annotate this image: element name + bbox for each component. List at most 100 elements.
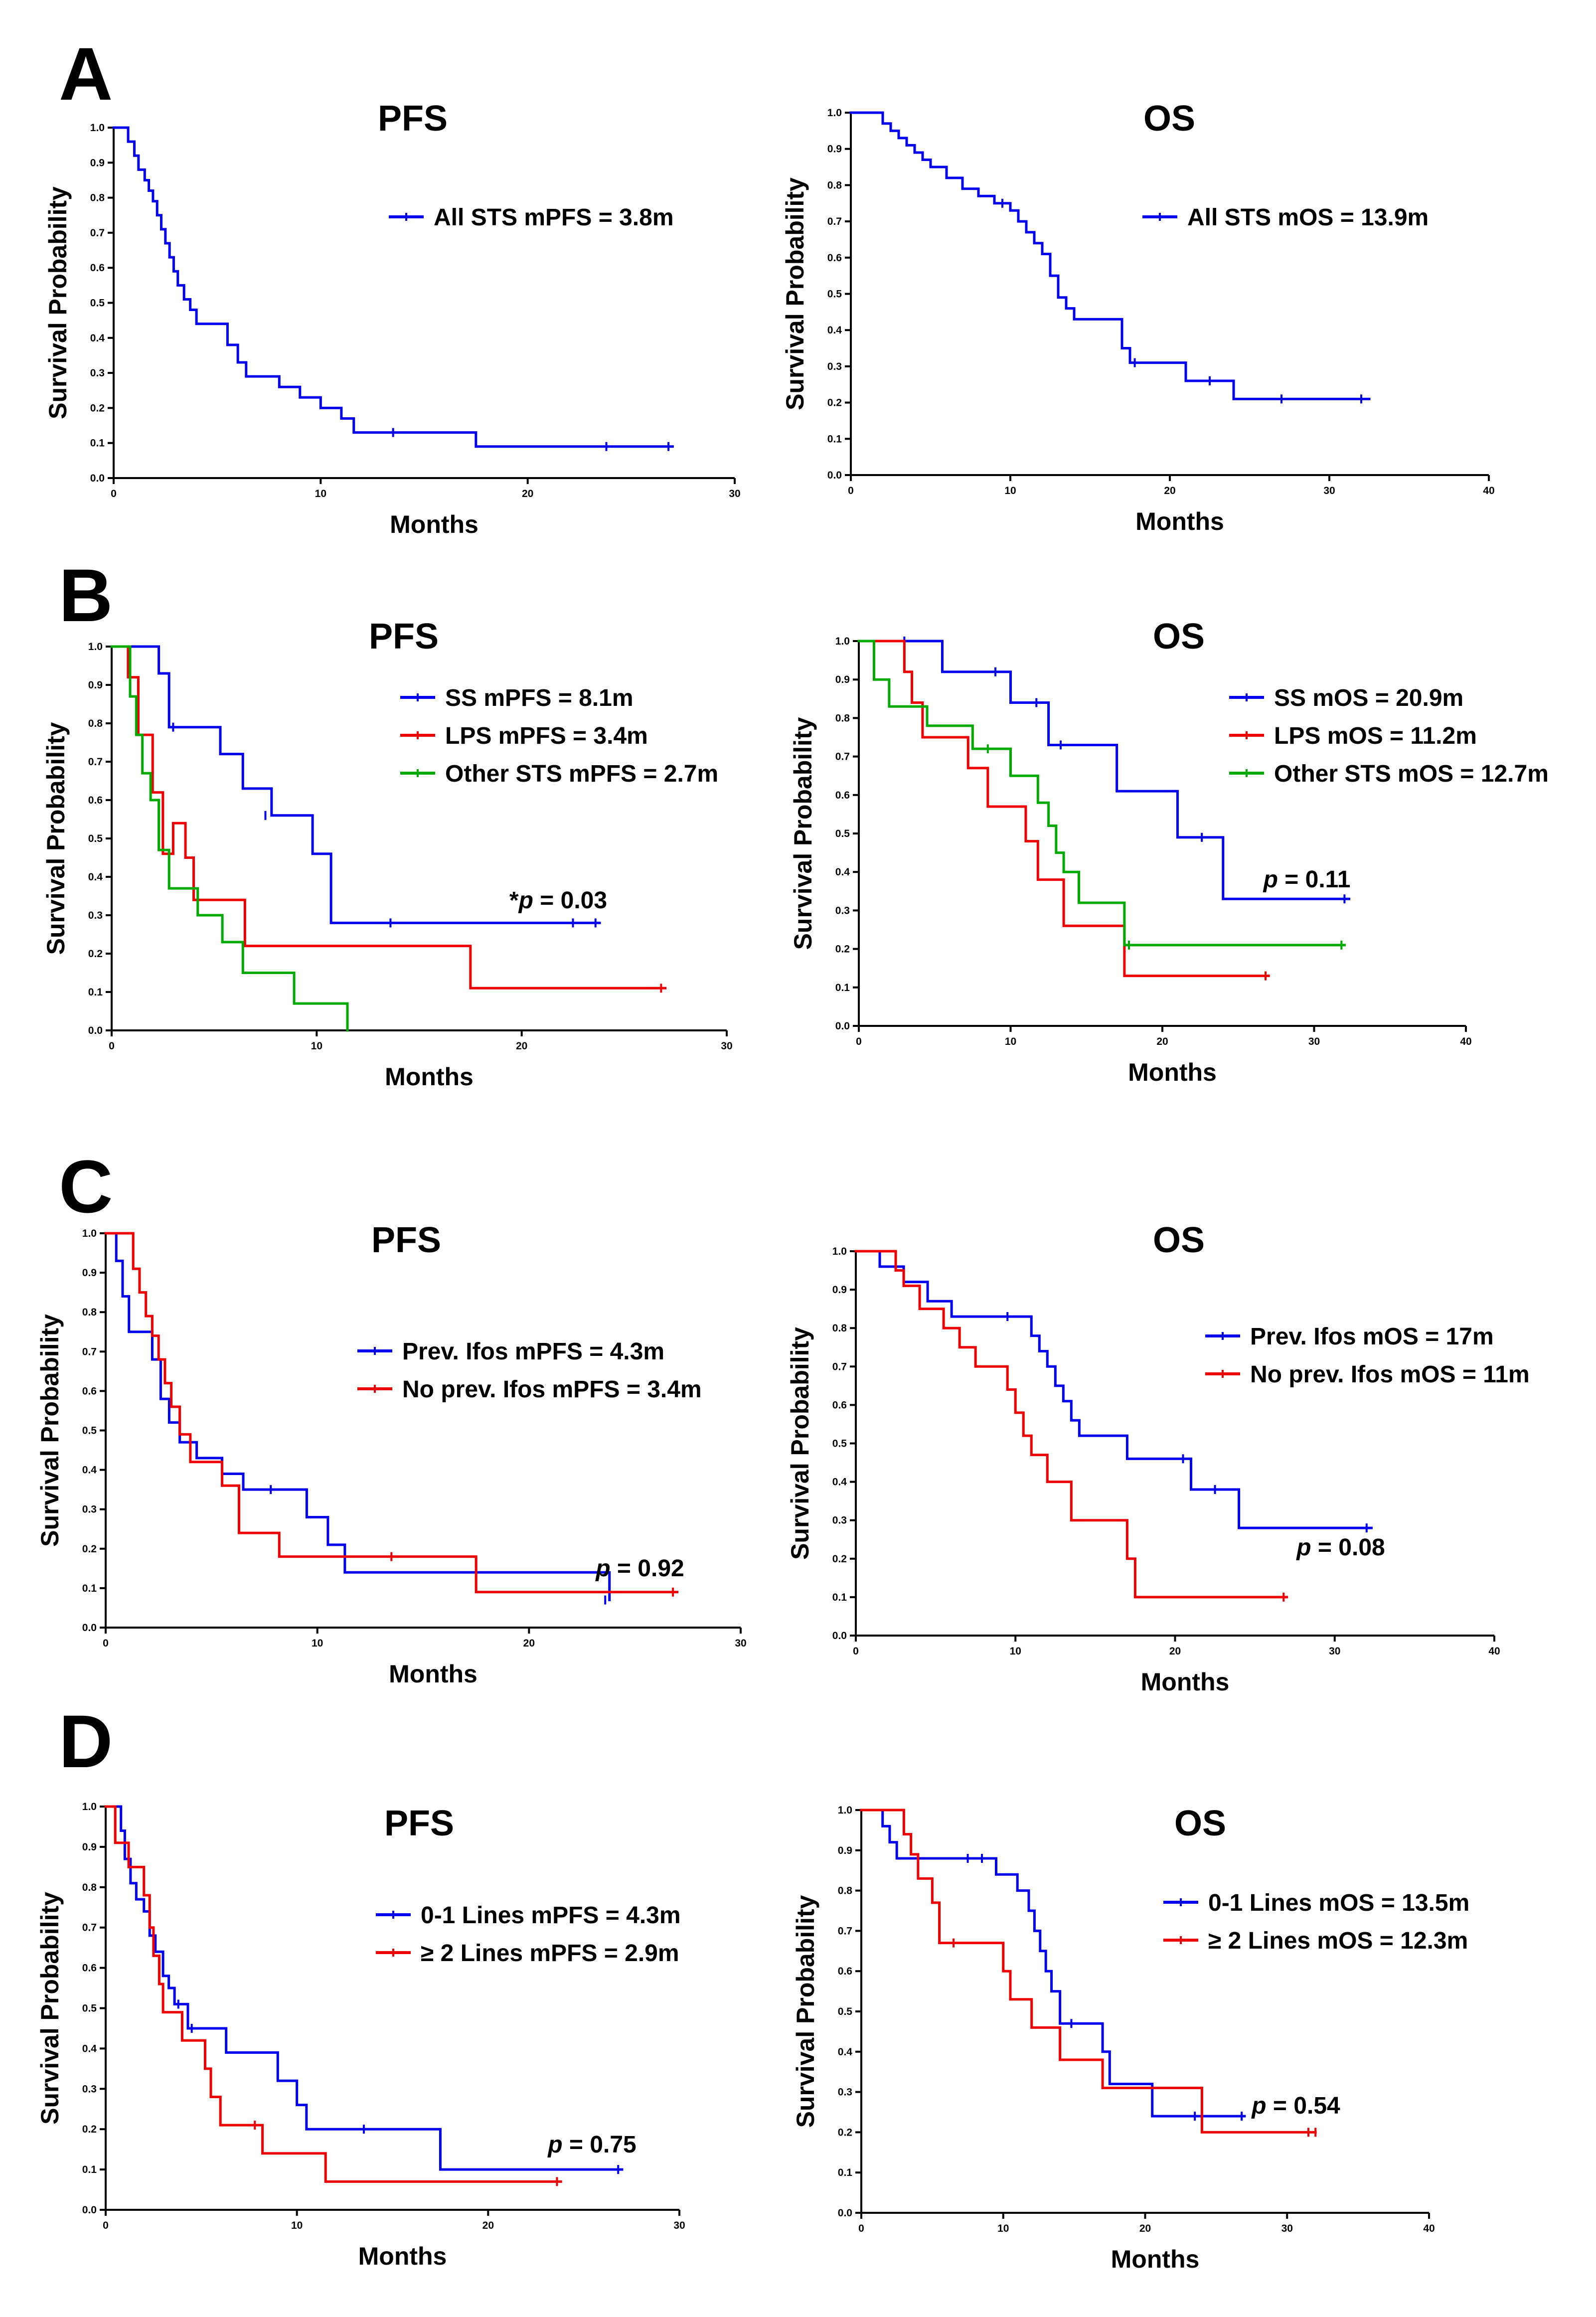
km-curve-series-1 <box>860 1809 1246 2118</box>
plot-title: OS <box>1153 1220 1205 1260</box>
legend-label: LPS mPFS = 3.4m <box>445 723 648 749</box>
legend-label: Other STS mPFS = 2.7m <box>445 761 718 787</box>
km-curve-series-1 <box>104 1805 624 2171</box>
p-value-label: p = 0.92 <box>595 1555 684 1582</box>
y-tick-label: 0.7 <box>82 1346 97 1357</box>
y-axis-label: Survival Probability <box>42 722 70 955</box>
y-tick-label: 0.0 <box>88 1025 103 1036</box>
y-tick-label: 0.8 <box>82 1882 97 1893</box>
legend-label: LPS mOS = 11.2m <box>1274 723 1477 749</box>
y-tick-label: 0.1 <box>88 987 103 998</box>
y-tick-label: 0.3 <box>90 367 105 379</box>
y-tick-label: 0.9 <box>82 1841 97 1853</box>
legend-label: Prev. Ifos mPFS = 4.3m <box>402 1338 664 1365</box>
plot-title: OS <box>1153 617 1205 657</box>
x-tick-label: 10 <box>315 488 326 499</box>
legend-label: 0-1 Lines mOS = 13.5m <box>1208 1890 1469 1916</box>
km-curve-series-1 <box>849 111 1371 400</box>
y-tick-label: 1.0 <box>827 107 842 119</box>
y-tick-label: 0.2 <box>835 944 850 955</box>
y-axis-label: Survival Probability <box>789 717 817 950</box>
panel-letter-b: B <box>59 553 113 637</box>
y-tick-label: 0.0 <box>838 2207 852 2219</box>
y-tick-label: 1.0 <box>82 1801 97 1813</box>
x-tick-label: 20 <box>522 488 533 499</box>
y-tick-label: 0.3 <box>82 1504 97 1515</box>
x-tick-label: 20 <box>482 2220 494 2231</box>
y-tick-label: 0.7 <box>835 751 850 763</box>
panel-letter-c: C <box>59 1145 113 1228</box>
y-tick-label: 0.0 <box>82 2204 97 2216</box>
panel-letter-a: A <box>59 32 113 116</box>
y-axis-label: Survival Probability <box>44 186 72 419</box>
x-tick-label: 30 <box>1329 1646 1340 1657</box>
plot-title: OS <box>1143 99 1195 139</box>
x-axis-label: Months <box>1135 507 1224 535</box>
x-tick-label: 20 <box>1169 1646 1181 1657</box>
km-curve-series-1 <box>857 640 1351 900</box>
y-tick-label: 0.4 <box>90 332 105 344</box>
y-tick-label: 0.4 <box>835 866 850 878</box>
y-tick-label: 1.0 <box>82 1228 97 1239</box>
y-tick-label: 0.2 <box>838 2127 852 2138</box>
km-curve-series-1 <box>110 645 601 924</box>
y-tick-label: 0.4 <box>838 2046 853 2058</box>
x-tick-label: 10 <box>311 1040 322 1052</box>
y-tick-label: 0.1 <box>838 2167 853 2178</box>
legend-label: Other STS mOS = 12.7m <box>1274 761 1549 787</box>
x-tick-label: 40 <box>1460 1036 1471 1047</box>
y-tick-label: 0.0 <box>90 473 105 484</box>
x-tick-label: 10 <box>291 2220 303 2231</box>
y-axis-label: Survival Probability <box>36 1314 64 1547</box>
y-tick-label: 0.5 <box>88 833 103 844</box>
y-tick-label: 0.4 <box>827 325 842 336</box>
plot-title: OS <box>1174 1804 1226 1843</box>
y-tick-label: 0.5 <box>82 2003 97 2014</box>
km-curve-series-2 <box>110 645 667 990</box>
x-tick-label: 20 <box>516 1040 527 1052</box>
y-tick-label: 0.5 <box>82 1425 97 1437</box>
plot-title: PFS <box>369 617 439 657</box>
x-tick-label: 30 <box>673 2220 685 2231</box>
x-axis-label: Months <box>389 1660 478 1688</box>
y-tick-label: 0.7 <box>88 756 103 768</box>
y-tick-label: 0.8 <box>827 179 842 191</box>
x-tick-label: 10 <box>1010 1646 1021 1657</box>
plot-c-pfs: PFS 0 10 20 30 0.0 0.1 0.2 0.3 0.4 0.5 0.6 0.7 0.8 0.9… <box>36 1220 747 1688</box>
x-tick-label: 30 <box>735 1638 746 1649</box>
km-curve-series-3 <box>110 645 349 1032</box>
y-tick-label: 0.8 <box>838 1885 853 1897</box>
x-tick-label: 0 <box>858 2223 864 2234</box>
y-tick-label: 0.9 <box>832 1284 847 1296</box>
y-tick-label: 0.0 <box>827 470 842 481</box>
plot-a-os: OS 0 10 20 30 40 0.0 0.1 0.2 0.3 0.4 0.5 0.6 0.7 0.8 0.… <box>781 99 1495 535</box>
y-axis-label: Survival Probability <box>792 1895 819 2128</box>
p-value-label: *p = 0.03 <box>509 887 607 914</box>
y-tick-label: 0.1 <box>827 433 842 445</box>
y-tick-label: 0.1 <box>835 982 850 993</box>
x-axis-label: Months <box>358 2242 447 2270</box>
legend-label: All STS mOS = 13.9m <box>1187 204 1429 231</box>
legend-label: No prev. Ifos mPFS = 3.4m <box>402 1376 702 1403</box>
km-curve-series-1 <box>112 126 674 448</box>
y-tick-label: 0.9 <box>82 1267 97 1279</box>
y-tick-label: 0.9 <box>90 157 105 168</box>
y-tick-label: 0.5 <box>90 298 105 309</box>
y-tick-label: 0.1 <box>82 1583 97 1594</box>
x-tick-label: 30 <box>1308 1036 1320 1047</box>
y-tick-label: 0.1 <box>832 1592 847 1603</box>
p-value-label: p = 0.54 <box>1251 2093 1340 2119</box>
y-tick-label: 0.5 <box>835 828 850 839</box>
x-tick-label: 20 <box>523 1638 535 1649</box>
y-tick-label: 0.4 <box>82 2043 97 2054</box>
y-tick-label: 0.2 <box>90 402 105 414</box>
y-tick-label: 0.5 <box>827 289 842 300</box>
y-tick-label: 0.1 <box>82 2164 97 2175</box>
y-tick-label: 0.2 <box>82 2124 97 2135</box>
x-tick-label: 10 <box>312 1638 323 1649</box>
x-tick-label: 0 <box>103 2220 109 2231</box>
y-tick-label: 0.8 <box>832 1323 847 1334</box>
y-tick-label: 0.6 <box>832 1399 847 1411</box>
